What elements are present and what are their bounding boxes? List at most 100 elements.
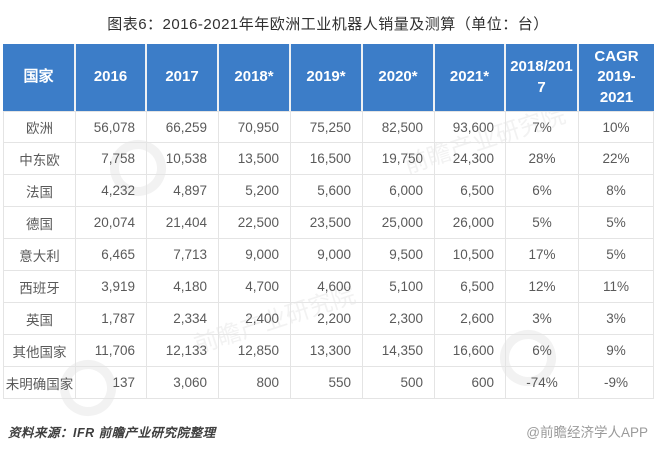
value-cell: 20,074: [76, 207, 147, 239]
value-cell: 4,232: [76, 175, 147, 207]
value-cell: 21,404: [147, 207, 219, 239]
country-cell: 中东欧: [3, 143, 76, 175]
value-cell: 800: [219, 367, 291, 399]
value-cell: 9,500: [363, 239, 435, 271]
value-cell: 13,300: [291, 335, 363, 367]
table-row: 欧洲 56,078 66,259 70,950 75,250 82,500 93,600 7%…: [3, 111, 654, 143]
header-cell: 2019*: [291, 44, 363, 111]
value-cell: 6,000: [363, 175, 435, 207]
value-cell: 22%: [579, 143, 654, 175]
header-cell: 国家: [3, 44, 76, 111]
value-cell: -9%: [579, 367, 654, 399]
country-cell: 英国: [3, 303, 76, 335]
value-cell: 5%: [506, 207, 579, 239]
country-cell: 意大利: [3, 239, 76, 271]
value-cell: 5,200: [219, 175, 291, 207]
value-cell: 10,538: [147, 143, 219, 175]
value-cell: 550: [291, 367, 363, 399]
value-cell: 3%: [579, 303, 654, 335]
value-cell: 2,400: [219, 303, 291, 335]
value-cell: 10,500: [435, 239, 506, 271]
header-cell: 2016: [76, 44, 147, 111]
country-cell: 未明确国家: [3, 367, 76, 399]
value-cell: 6,500: [435, 175, 506, 207]
value-cell: 2,600: [435, 303, 506, 335]
table-row: 意大利 6,465 7,713 9,000 9,000 9,500 10,500 17% 5%: [3, 239, 654, 271]
value-cell: 2,200: [291, 303, 363, 335]
value-cell: 11%: [579, 271, 654, 303]
value-cell: 26,000: [435, 207, 506, 239]
country-cell: 法国: [3, 175, 76, 207]
value-cell: 137: [76, 367, 147, 399]
value-cell: 6%: [506, 335, 579, 367]
value-cell: 9,000: [291, 239, 363, 271]
header-cell: 2018*: [219, 44, 291, 111]
value-cell: 600: [435, 367, 506, 399]
value-cell: 4,180: [147, 271, 219, 303]
value-cell: 6,465: [76, 239, 147, 271]
header-cell: 2021*: [435, 44, 506, 111]
table-row: 西班牙 3,919 4,180 4,700 4,600 5,100 6,500 12% 11%: [3, 271, 654, 303]
value-cell: 4,600: [291, 271, 363, 303]
source-note: 资料来源：IFR 前瞻产业研究院整理: [8, 425, 216, 440]
value-cell: 5%: [579, 207, 654, 239]
value-cell: 2,300: [363, 303, 435, 335]
value-cell: 11,706: [76, 335, 147, 367]
value-cell: 10%: [579, 111, 654, 143]
value-cell: 93,600: [435, 111, 506, 143]
value-cell: 24,300: [435, 143, 506, 175]
value-cell: 7,713: [147, 239, 219, 271]
value-cell: 14,350: [363, 335, 435, 367]
footer: 资料来源：IFR 前瞻产业研究院整理 @前瞻经济学人APP: [8, 421, 648, 441]
value-cell: 22,500: [219, 207, 291, 239]
header-cell: CAGR 2019-2021: [579, 44, 654, 111]
value-cell: 3,919: [76, 271, 147, 303]
value-cell: 5,100: [363, 271, 435, 303]
value-cell: 56,078: [76, 111, 147, 143]
value-cell: 3,060: [147, 367, 219, 399]
table-row: 未明确国家 137 3,060 800 550 500 600 -74% -9%: [3, 367, 654, 399]
value-cell: 12%: [506, 271, 579, 303]
value-cell: 7,758: [76, 143, 147, 175]
value-cell: 9%: [579, 335, 654, 367]
header-cell: 2018/2017: [506, 44, 579, 111]
table-row: 中东欧 7,758 10,538 13,500 16,500 19,750 24,300 28…: [3, 143, 654, 175]
value-cell: 66,259: [147, 111, 219, 143]
value-cell: 6%: [506, 175, 579, 207]
value-cell: 25,000: [363, 207, 435, 239]
value-cell: 5,600: [291, 175, 363, 207]
country-cell: 欧洲: [3, 111, 76, 143]
value-cell: 12,850: [219, 335, 291, 367]
value-cell: 2,334: [147, 303, 219, 335]
value-cell: 16,500: [291, 143, 363, 175]
header-cell: 2020*: [363, 44, 435, 111]
value-cell: 17%: [506, 239, 579, 271]
value-cell: 4,700: [219, 271, 291, 303]
value-cell: 1,787: [76, 303, 147, 335]
value-cell: 9,000: [219, 239, 291, 271]
data-table: 国家 2016 2017 2018* 2019* 2020* 2021* 2018/2017 C…: [3, 44, 654, 399]
value-cell: 500: [363, 367, 435, 399]
country-cell: 其他国家: [3, 335, 76, 367]
value-cell: 3%: [506, 303, 579, 335]
value-cell: 13,500: [219, 143, 291, 175]
value-cell: 70,950: [219, 111, 291, 143]
table-row: 英国 1,787 2,334 2,400 2,200 2,300 2,600 3% 3%: [3, 303, 654, 335]
value-cell: 8%: [579, 175, 654, 207]
country-cell: 德国: [3, 207, 76, 239]
value-cell: 6,500: [435, 271, 506, 303]
table-body: 欧洲 56,078 66,259 70,950 75,250 82,500 93,600 7%…: [3, 111, 654, 399]
header-cell: 2017: [147, 44, 219, 111]
value-cell: 5%: [579, 239, 654, 271]
value-cell: 75,250: [291, 111, 363, 143]
table-row: 法国 4,232 4,897 5,200 5,600 6,000 6,500 6% 8%: [3, 175, 654, 207]
credit-note: @前瞻经济学人APP: [526, 425, 648, 440]
value-cell: 82,500: [363, 111, 435, 143]
value-cell: 7%: [506, 111, 579, 143]
country-cell: 西班牙: [3, 271, 76, 303]
table-header-row: 国家 2016 2017 2018* 2019* 2020* 2021* 2018/2017 C…: [3, 44, 654, 111]
value-cell: -74%: [506, 367, 579, 399]
table-row: 其他国家 11,706 12,133 12,850 13,300 14,350 16,600…: [3, 335, 654, 367]
value-cell: 12,133: [147, 335, 219, 367]
